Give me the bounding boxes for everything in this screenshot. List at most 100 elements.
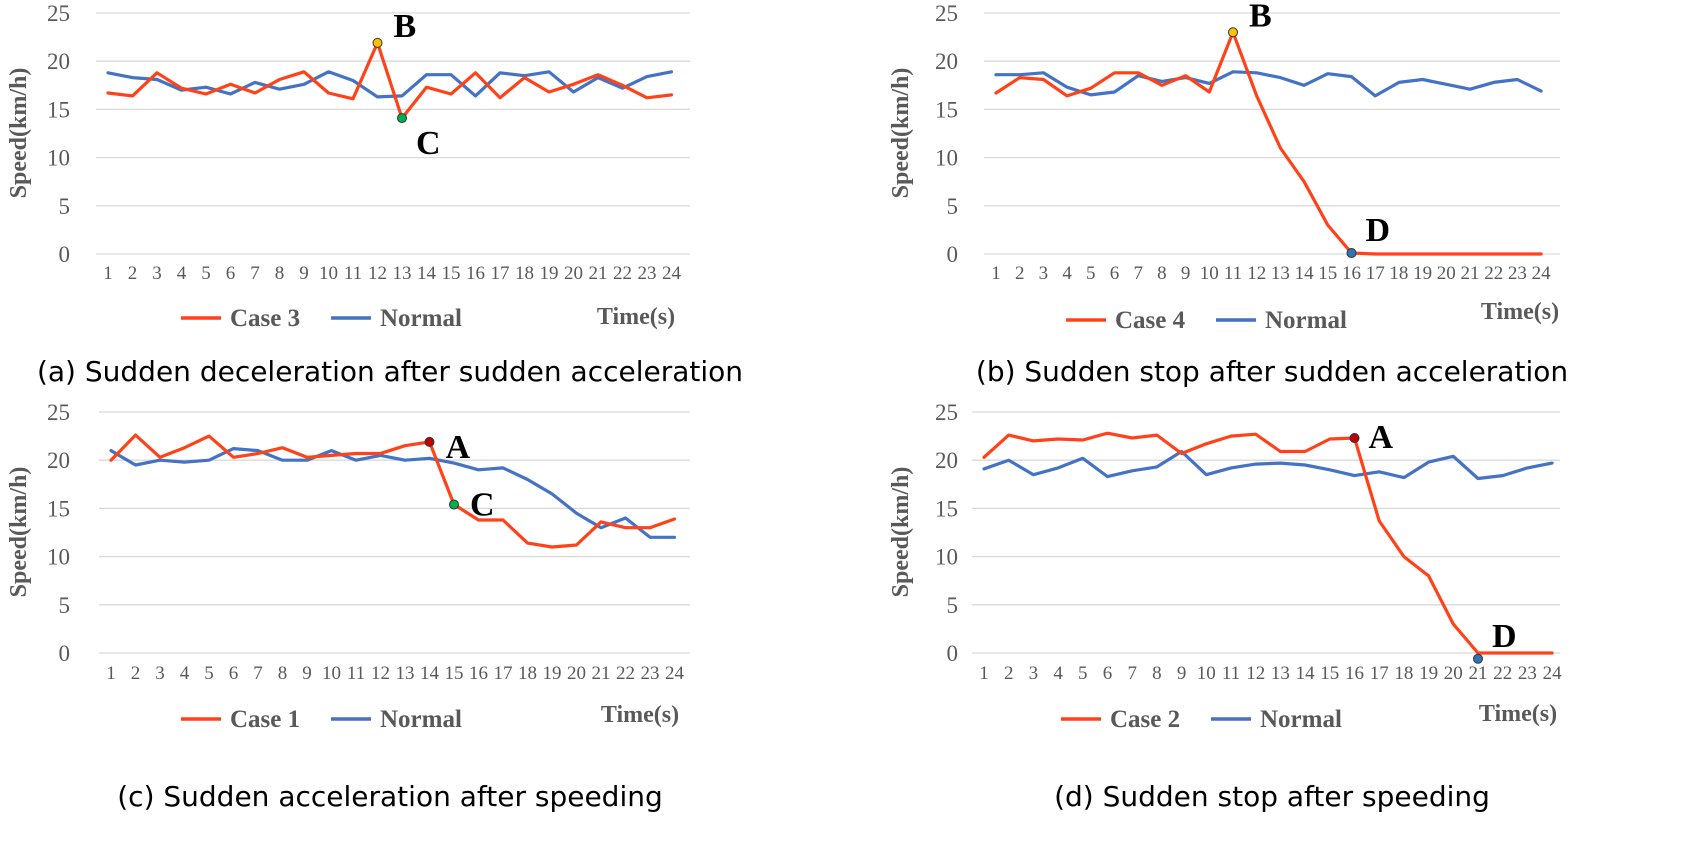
x-tick-label: 19 bbox=[543, 663, 562, 684]
legend: Case 3 Normal bbox=[181, 305, 462, 332]
y-axis-title: Speed(km/h) bbox=[6, 68, 32, 199]
x-tick-label: 22 bbox=[1493, 663, 1512, 684]
x-tick-label: 19 bbox=[1419, 663, 1438, 684]
x-tick-label: 1 bbox=[979, 663, 989, 684]
x-tick-label: 6 bbox=[1110, 263, 1120, 284]
y-tick-label: 0 bbox=[947, 641, 959, 666]
x-tick-label: 8 bbox=[1152, 663, 1162, 684]
x-tick-label: 21 bbox=[592, 663, 611, 684]
x-tick-label: 9 bbox=[1177, 663, 1187, 684]
legend-label-case-1: Case 1 bbox=[230, 706, 300, 733]
annotation-marker-c bbox=[397, 113, 407, 124]
x-tick-label: 11 bbox=[1222, 663, 1240, 684]
x-tick-label: 18 bbox=[1389, 263, 1408, 284]
y-tick-label: 15 bbox=[47, 97, 70, 122]
x-tick-label: 3 bbox=[1029, 663, 1039, 684]
x-tick-label: 4 bbox=[1062, 263, 1072, 284]
x-tick-label: 13 bbox=[1271, 663, 1290, 684]
x-tick-label: 20 bbox=[1444, 663, 1463, 684]
x-tick-label: 15 bbox=[1318, 263, 1337, 284]
legend-label-case-3: Case 3 bbox=[230, 305, 300, 332]
x-tick-label: 14 bbox=[417, 263, 437, 284]
annotation-marker-c bbox=[449, 499, 459, 510]
x-tick-label: 16 bbox=[466, 263, 485, 284]
y-tick-label: 10 bbox=[47, 545, 70, 570]
x-tick-label: 14 bbox=[1296, 663, 1316, 684]
x-tick-label: 2 bbox=[1004, 663, 1014, 684]
x-tick-label: 23 bbox=[1508, 263, 1527, 284]
legend: Case 4 Normal bbox=[1066, 307, 1347, 334]
x-axis-title: Time(s) bbox=[1479, 701, 1557, 727]
x-tick-label: 4 bbox=[177, 263, 187, 284]
x-tick-label: 13 bbox=[393, 263, 412, 284]
annotation-label-b: B bbox=[394, 8, 417, 45]
x-tick-label: 24 bbox=[665, 663, 685, 684]
y-tick-label: 10 bbox=[47, 146, 70, 171]
x-tick-label: 21 bbox=[1469, 663, 1488, 684]
x-tick-label: 23 bbox=[638, 263, 657, 284]
gridlines bbox=[984, 12, 1560, 255]
x-tick-label: 16 bbox=[1345, 663, 1364, 684]
legend-label-case-4: Case 4 bbox=[1115, 307, 1186, 334]
annotation-marker-b bbox=[372, 37, 383, 48]
x-tick-label: 11 bbox=[1224, 263, 1242, 284]
x-tick-label: 24 bbox=[662, 263, 682, 284]
x-axis-title: Time(s) bbox=[597, 304, 675, 330]
x-tick-label: 9 bbox=[299, 263, 309, 284]
x-tick-label: 7 bbox=[250, 263, 260, 284]
x-tick-label: 10 bbox=[1197, 663, 1216, 684]
annotation-label-b: B bbox=[1249, 0, 1272, 34]
y-tick-label: 15 bbox=[935, 496, 958, 521]
legend-label-case-2: Case 2 bbox=[1110, 706, 1180, 733]
series-line-normal bbox=[994, 70, 1543, 98]
x-tick-label: 5 bbox=[204, 663, 214, 684]
y-tick-label: 0 bbox=[59, 641, 71, 666]
gridlines bbox=[96, 12, 690, 255]
x-tick-label: 1 bbox=[991, 263, 1001, 284]
y-tick-label: 0 bbox=[947, 242, 959, 267]
x-tick-label: 17 bbox=[491, 263, 510, 284]
x-tick-label: 12 bbox=[1246, 663, 1265, 684]
y-tick-label: 0 bbox=[59, 242, 71, 267]
x-tick-label: 15 bbox=[442, 263, 461, 284]
x-tick-label: 2 bbox=[1015, 263, 1025, 284]
x-tick-label: 7 bbox=[253, 663, 263, 684]
y-tick-label: 25 bbox=[935, 1, 958, 26]
y-axis-title: Speed(km/h) bbox=[888, 467, 914, 598]
x-tick-label: 15 bbox=[1320, 663, 1339, 684]
x-tick-label: 22 bbox=[616, 663, 635, 684]
y-tick-label: 25 bbox=[935, 400, 958, 425]
x-tick-label: 5 bbox=[201, 263, 211, 284]
annotation-label-a: A bbox=[446, 429, 471, 466]
x-tick-label: 6 bbox=[229, 663, 239, 684]
series-line-case-4 bbox=[994, 30, 1543, 256]
y-tick-label: 15 bbox=[47, 496, 70, 521]
y-tick-label: 20 bbox=[47, 49, 70, 74]
x-axis-title: Time(s) bbox=[601, 702, 679, 728]
x-tick-label: 1 bbox=[106, 663, 116, 684]
legend-label-normal: Normal bbox=[380, 305, 462, 332]
y-tick-label: 10 bbox=[935, 545, 958, 570]
x-tick-label: 11 bbox=[347, 663, 365, 684]
series-line-case-1 bbox=[109, 433, 677, 549]
x-tick-label: 12 bbox=[368, 263, 387, 284]
x-tick-label: 4 bbox=[1053, 663, 1063, 684]
x-tick-label: 22 bbox=[1484, 263, 1503, 284]
annotation-marker-b bbox=[1228, 27, 1238, 38]
legend-label-normal: Normal bbox=[380, 706, 462, 733]
x-tick-label: 15 bbox=[445, 663, 464, 684]
y-tick-label: 20 bbox=[47, 448, 70, 473]
y-tick-label: 5 bbox=[59, 194, 71, 219]
x-tick-label: 19 bbox=[540, 263, 559, 284]
x-tick-label: 19 bbox=[1413, 263, 1432, 284]
annotation-marker-d bbox=[1473, 653, 1483, 664]
annotation-marker-a bbox=[424, 436, 435, 447]
series-line-normal bbox=[982, 449, 1554, 481]
gridlines bbox=[972, 411, 1560, 654]
x-tick-label: 2 bbox=[128, 263, 138, 284]
